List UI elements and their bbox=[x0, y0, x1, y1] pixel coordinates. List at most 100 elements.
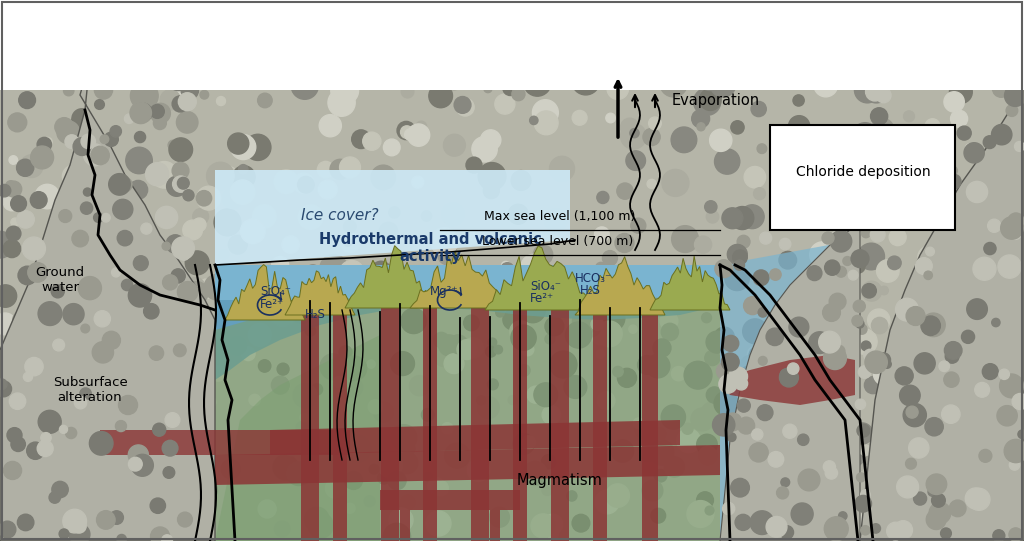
Circle shape bbox=[222, 188, 243, 209]
Circle shape bbox=[378, 283, 394, 300]
Circle shape bbox=[16, 210, 34, 228]
Circle shape bbox=[849, 455, 865, 472]
Circle shape bbox=[837, 56, 860, 78]
Circle shape bbox=[861, 229, 870, 237]
Circle shape bbox=[833, 345, 845, 358]
Circle shape bbox=[860, 490, 870, 499]
Circle shape bbox=[518, 271, 538, 291]
Circle shape bbox=[751, 101, 766, 117]
Circle shape bbox=[1011, 97, 1024, 110]
Circle shape bbox=[433, 480, 449, 496]
Circle shape bbox=[691, 408, 714, 431]
Circle shape bbox=[750, 459, 762, 472]
Circle shape bbox=[351, 130, 371, 149]
Circle shape bbox=[135, 64, 153, 82]
Circle shape bbox=[612, 366, 624, 377]
Circle shape bbox=[1010, 227, 1021, 240]
Circle shape bbox=[648, 117, 662, 130]
Circle shape bbox=[804, 381, 815, 393]
Circle shape bbox=[437, 245, 458, 265]
Circle shape bbox=[807, 69, 823, 85]
Circle shape bbox=[81, 324, 89, 333]
Circle shape bbox=[671, 127, 696, 153]
Circle shape bbox=[807, 215, 822, 230]
Circle shape bbox=[565, 322, 592, 348]
Circle shape bbox=[172, 162, 188, 179]
Circle shape bbox=[429, 84, 453, 108]
Polygon shape bbox=[485, 246, 595, 310]
Circle shape bbox=[626, 151, 645, 170]
Circle shape bbox=[839, 512, 847, 520]
Circle shape bbox=[630, 157, 641, 168]
Circle shape bbox=[564, 375, 587, 398]
Circle shape bbox=[877, 353, 891, 367]
Circle shape bbox=[837, 381, 849, 394]
Circle shape bbox=[6, 181, 15, 190]
Circle shape bbox=[852, 423, 872, 444]
Circle shape bbox=[998, 226, 1022, 250]
Circle shape bbox=[882, 62, 897, 77]
Circle shape bbox=[846, 259, 855, 269]
Circle shape bbox=[1018, 430, 1024, 438]
Circle shape bbox=[92, 342, 114, 363]
Circle shape bbox=[922, 313, 945, 337]
Circle shape bbox=[864, 78, 889, 103]
Circle shape bbox=[861, 183, 884, 205]
Circle shape bbox=[304, 507, 329, 532]
Circle shape bbox=[752, 429, 763, 440]
Circle shape bbox=[811, 134, 835, 157]
Circle shape bbox=[258, 93, 272, 108]
Circle shape bbox=[925, 418, 943, 436]
Circle shape bbox=[798, 469, 820, 491]
Circle shape bbox=[330, 159, 350, 180]
Circle shape bbox=[300, 413, 309, 422]
Circle shape bbox=[992, 237, 1020, 265]
Circle shape bbox=[381, 457, 403, 479]
Polygon shape bbox=[215, 265, 720, 380]
Circle shape bbox=[853, 454, 863, 465]
Circle shape bbox=[201, 63, 225, 88]
Circle shape bbox=[819, 192, 841, 214]
Circle shape bbox=[185, 278, 205, 296]
Circle shape bbox=[133, 103, 153, 122]
Circle shape bbox=[964, 143, 984, 163]
Circle shape bbox=[177, 512, 193, 527]
Circle shape bbox=[1000, 217, 1023, 239]
Circle shape bbox=[766, 328, 783, 346]
Circle shape bbox=[222, 167, 237, 181]
Circle shape bbox=[35, 184, 59, 209]
Circle shape bbox=[62, 304, 84, 325]
Circle shape bbox=[522, 436, 536, 449]
Circle shape bbox=[272, 377, 290, 393]
Circle shape bbox=[172, 96, 188, 112]
Circle shape bbox=[857, 324, 867, 334]
Circle shape bbox=[854, 77, 881, 103]
Circle shape bbox=[870, 227, 885, 242]
Text: Subsurface
alteration: Subsurface alteration bbox=[52, 376, 127, 404]
Circle shape bbox=[721, 353, 739, 371]
Circle shape bbox=[782, 424, 797, 438]
Circle shape bbox=[906, 156, 934, 183]
Circle shape bbox=[416, 121, 427, 132]
Circle shape bbox=[104, 132, 119, 147]
Circle shape bbox=[25, 358, 43, 376]
Circle shape bbox=[965, 407, 979, 421]
Circle shape bbox=[461, 229, 476, 245]
Circle shape bbox=[139, 378, 164, 403]
Circle shape bbox=[165, 413, 180, 427]
Circle shape bbox=[787, 363, 799, 374]
Circle shape bbox=[597, 192, 609, 203]
Circle shape bbox=[378, 472, 390, 484]
Circle shape bbox=[362, 132, 381, 150]
Circle shape bbox=[214, 209, 241, 236]
Circle shape bbox=[163, 275, 178, 290]
Circle shape bbox=[130, 102, 152, 123]
Circle shape bbox=[672, 226, 698, 253]
Circle shape bbox=[867, 209, 877, 218]
Circle shape bbox=[291, 72, 318, 100]
Circle shape bbox=[202, 50, 229, 78]
Circle shape bbox=[606, 113, 615, 123]
Circle shape bbox=[151, 103, 170, 123]
Circle shape bbox=[36, 460, 58, 483]
Circle shape bbox=[521, 344, 534, 356]
